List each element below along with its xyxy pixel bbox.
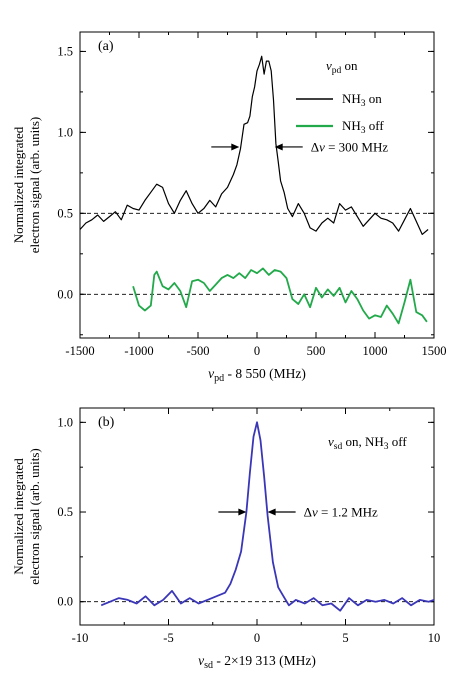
legend-title-var: v <box>326 58 332 73</box>
x-tick-label: 0 <box>254 631 260 645</box>
y-tick-label: 0.5 <box>57 206 73 220</box>
series-line-1 <box>100 421 435 612</box>
legend-entry-1: NH3 on <box>342 91 382 109</box>
x-axis-label-var: v <box>198 653 204 668</box>
x-axis-label-rest: - 2×19 313 (MHz) <box>213 653 316 668</box>
annotation-var: v <box>319 139 325 154</box>
y-tick-label: 0.5 <box>57 505 73 519</box>
panel-label: (b) <box>98 415 115 430</box>
x-tick-label: -5 <box>163 631 173 645</box>
arrowhead-left <box>231 143 240 151</box>
linewidth-annotation: Δv = 1.2 MHz <box>304 505 378 520</box>
legend-entry-pre: NH <box>342 91 361 106</box>
linewidth-annotation: Δv = 300 MHz <box>311 139 389 154</box>
plot-frame <box>79 31 435 339</box>
x-tick-label: 0 <box>254 344 260 358</box>
legend-title-rest: on <box>341 58 358 73</box>
arrowhead-right <box>274 143 283 151</box>
x-tick-label: 1500 <box>422 344 447 358</box>
legend-sub2: 3 <box>384 442 389 452</box>
y-axis-label-line1: Normalized integrated <box>11 458 26 575</box>
y-axis-label-line1: Normalized integrated <box>11 126 26 243</box>
y-tick-label: 1.5 <box>57 44 73 58</box>
legend-entry-pre: NH <box>342 118 361 133</box>
x-axis-label-sub: pd <box>214 373 224 384</box>
panel-b: -10 -5 0 5 10 0.0 0.5 1.0 (b) Normalized integrat… <box>11 407 441 671</box>
x-tick-label: 1000 <box>363 344 388 358</box>
x-tick-label: 5 <box>342 631 348 645</box>
legend-text: vsd on, NH3 off <box>328 434 407 452</box>
series-line-2 <box>132 267 428 325</box>
legend-title-sub: pd <box>332 66 342 76</box>
legend-entry-2: NH3 off <box>342 118 384 136</box>
legend-rest: on, NH <box>342 434 384 449</box>
annotation-rest: = 1.2 MHz <box>318 505 378 520</box>
panel-a: -1500 -1000 -500 0 500 1000 1500 0.0 0.5 1.0 1.5 (a… <box>11 31 447 384</box>
legend-entry-post: off <box>366 118 385 133</box>
y-tick-label: 1.0 <box>57 125 73 139</box>
x-tick-label: -500 <box>187 344 210 358</box>
legend-entry-sub: 3 <box>361 99 366 109</box>
legend-entry-post: on <box>366 91 383 106</box>
arrowhead-right <box>267 508 276 516</box>
panel-label: (a) <box>98 39 114 54</box>
x-axis-label-sub: sd <box>204 660 213 671</box>
legend-entry-sub: 3 <box>361 126 366 136</box>
arrowhead-left <box>238 508 247 516</box>
y-tick-label: 0.0 <box>57 595 73 609</box>
annotation-delta: Δ <box>311 139 319 154</box>
series-line-1 <box>79 55 429 235</box>
x-axis-label: vsd - 2×19 313 (MHz) <box>198 653 316 671</box>
y-axis-label-line2: electron signal (arb. units) <box>27 117 42 253</box>
x-axis-label-rest: - 8 550 (MHz) <box>224 366 306 381</box>
x-tick-label: 10 <box>428 631 441 645</box>
legend-sub: sd <box>334 442 343 452</box>
legend-title: vpd on <box>326 58 358 76</box>
annotation-delta: Δ <box>304 505 312 520</box>
x-tick-label: -1500 <box>65 344 94 358</box>
x-tick-label: 500 <box>307 344 326 358</box>
legend-rest2: off <box>389 434 408 449</box>
y-axis-label-line2: electron signal (arb. units) <box>27 448 42 584</box>
x-axis-label-var: v <box>208 366 214 381</box>
x-tick-label: -1000 <box>124 344 153 358</box>
y-tick-label: 0.0 <box>57 287 73 301</box>
legend-var: v <box>328 434 334 449</box>
x-tick-label: -10 <box>72 631 89 645</box>
x-axis-label: vpd - 8 550 (MHz) <box>208 366 306 384</box>
annotation-rest: = 300 MHz <box>325 139 389 154</box>
annotation-var: v <box>312 505 318 520</box>
y-tick-label: 1.0 <box>57 415 73 429</box>
